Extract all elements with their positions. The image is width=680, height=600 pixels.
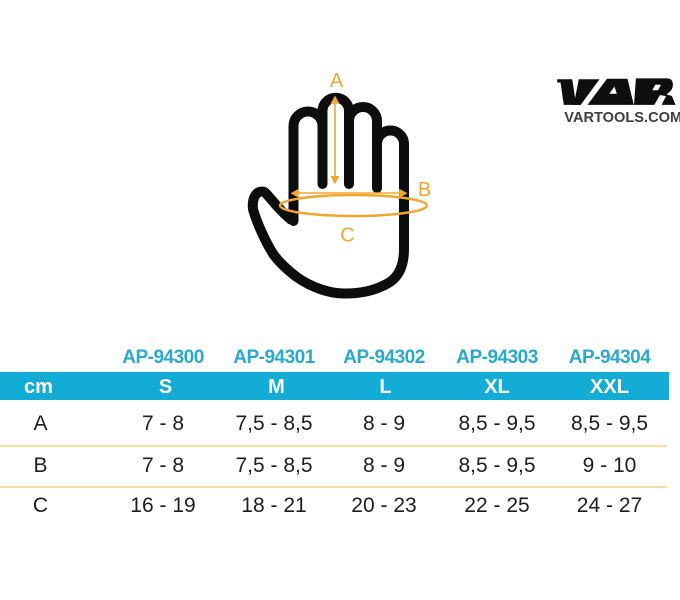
svg-text:C: C bbox=[340, 225, 354, 247]
svg-text:A: A bbox=[330, 70, 344, 92]
svg-text:VARTOOLS.COM: VARTOOLS.COM bbox=[564, 110, 680, 126]
svg-text:B: B bbox=[418, 179, 431, 201]
